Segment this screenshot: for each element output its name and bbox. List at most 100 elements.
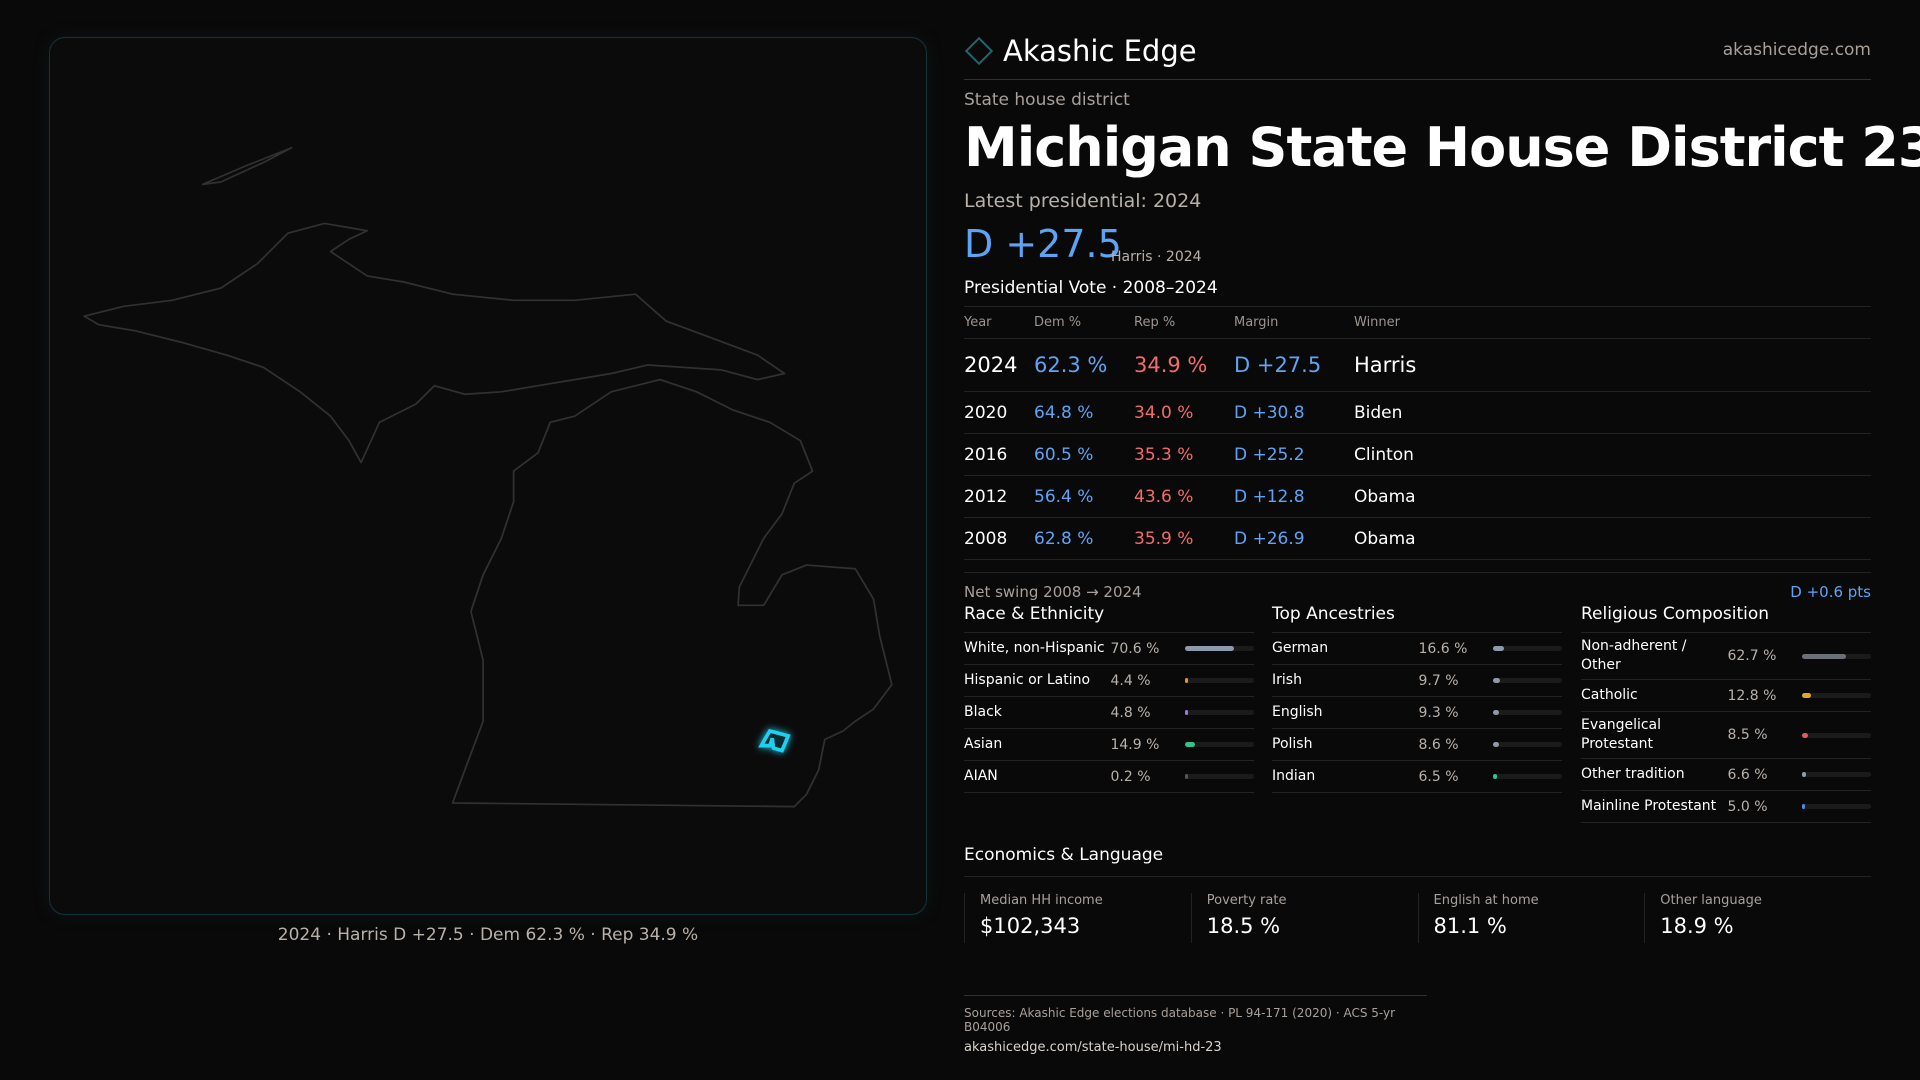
michigan-map[interactable] (50, 38, 926, 914)
economics-title: Economics & Language (964, 845, 1871, 877)
map-caption: 2024 · Harris D +27.5 · Dem 62.3 % · Rep… (277, 925, 699, 945)
item-pct: 9.3 % (1418, 704, 1459, 721)
item-pct: 16.6 % (1418, 640, 1468, 657)
map-panel[interactable] (49, 37, 927, 915)
share-bar-fill (1801, 804, 1806, 809)
share-bar (1492, 678, 1562, 683)
winner: Obama (1354, 486, 1416, 507)
list-item: Black 4.8 % (964, 697, 1254, 729)
year: 2020 (964, 402, 1008, 423)
share-bar (1492, 646, 1562, 651)
col-rep: Rep % (1134, 315, 1176, 330)
footer: Sources: Akashic Edge elections database… (964, 995, 1427, 1055)
section-title: Top Ancestries (1272, 600, 1562, 633)
item-label: White, non-Hispanic (964, 640, 1105, 656)
ancestries-section: Top Ancestries German 16.6 % Irish 9.7 % Engl… (1272, 600, 1562, 793)
item-label: Polish (1272, 736, 1313, 752)
rep-pct: 35.3 % (1134, 444, 1194, 465)
col-year: Year (964, 315, 992, 330)
item-label: Asian (964, 736, 1003, 752)
district-type: State house district (964, 90, 1130, 110)
winner: Biden (1354, 402, 1403, 423)
item-pct: 6.5 % (1418, 768, 1459, 785)
item-pct: 62.7 % (1727, 648, 1777, 664)
section-title: Religious Composition (1581, 600, 1871, 633)
list-item: White, non-Hispanic 70.6 % (964, 633, 1254, 665)
diamond-logo-icon (964, 36, 994, 66)
table-header: Year Dem % Rep % Margin Winner (964, 307, 1871, 339)
stat-card: Poverty rate 18.5 % (1190, 893, 1418, 943)
stat-label: English at home (1433, 893, 1539, 908)
item-pct: 8.6 % (1418, 736, 1459, 753)
col-margin: Margin (1234, 315, 1279, 330)
rep-pct: 43.6 % (1134, 486, 1194, 507)
item-pct: 4.4 % (1110, 672, 1151, 689)
list-item: Hispanic or Latino 4.4 % (964, 665, 1254, 697)
list-item: English 9.3 % (1272, 697, 1562, 729)
share-bar-fill (1184, 710, 1189, 715)
section-title: Race & Ethnicity (964, 600, 1254, 633)
item-label: Hispanic or Latino (964, 672, 1091, 688)
stat-card: Other language 18.9 % (1644, 893, 1871, 943)
item-pct: 12.8 % (1727, 687, 1777, 704)
share-bar (1801, 653, 1871, 659)
item-label: Non-adherent / Other (1581, 638, 1687, 673)
presidential-table: Year Dem % Rep % Margin Winner 2024 62.3… (964, 306, 1871, 560)
item-pct: 14.9 % (1110, 736, 1160, 753)
share-bar (1184, 742, 1254, 747)
share-bar-fill (1492, 646, 1505, 651)
sources: Sources: Akashic Edge elections database… (964, 1006, 1396, 1034)
share-bar-fill (1801, 693, 1811, 698)
item-label: Irish (1272, 672, 1302, 688)
share-bar (1801, 732, 1871, 738)
headline-margin: D +27.5 (964, 222, 1122, 266)
dem-pct: 60.5 % (1034, 444, 1094, 465)
logo[interactable]: Akashic Edge (964, 34, 1197, 68)
item-pct: 8.5 % (1727, 727, 1768, 743)
site-link[interactable]: akashicedge.com (1722, 40, 1871, 60)
district-highlight[interactable] (758, 728, 791, 753)
net-swing-value: D +0.6 pts (1790, 583, 1871, 601)
presidential-title: Presidential Vote · 2008–2024 (964, 278, 1218, 298)
share-bar (1801, 772, 1871, 777)
table-row: 2024 62.3 % 34.9 % D +27.5 Harris (964, 339, 1871, 392)
dem-pct: 62.3 % (1034, 353, 1108, 377)
share-bar-fill (1184, 678, 1188, 683)
winner: Harris (1354, 353, 1417, 377)
table-row: 2020 64.8 % 34.0 % D +30.8 Biden (964, 392, 1871, 434)
item-label: English (1272, 704, 1323, 720)
stat-label: Median HH income (980, 893, 1103, 908)
share-bar-fill (1492, 710, 1500, 715)
economics-cards: Median HH income $102,343 Poverty rate 18.… (964, 893, 1871, 943)
page-url[interactable]: akashicedge.com/state-house/mi-hd-23 (964, 1040, 1222, 1055)
headline-margin-sub: Harris · 2024 (1111, 249, 1202, 265)
stat-value: $102,343 (980, 914, 1081, 938)
list-item: Asian 14.9 % (964, 729, 1254, 761)
winner: Obama (1354, 528, 1416, 549)
net-swing: Net swing 2008 → 2024 D +0.6 pts (964, 572, 1871, 611)
share-bar (1492, 710, 1562, 715)
brand-name: Akashic Edge (1003, 34, 1197, 68)
margin: D +25.2 (1234, 444, 1305, 465)
header: Akashic Edge akashicedge.com (964, 28, 1871, 80)
item-label: Catholic (1581, 687, 1638, 703)
list-item: Catholic 12.8 % (1581, 680, 1871, 712)
share-bar (1492, 774, 1562, 779)
rep-pct: 34.9 % (1134, 353, 1208, 377)
page-title: Michigan State House District 23 (964, 116, 1920, 179)
item-label: Mainline Protestant (1581, 798, 1717, 814)
list-item: Indian 6.5 % (1272, 761, 1562, 793)
share-bar-fill (1184, 646, 1235, 651)
share-bar-fill (1492, 678, 1500, 683)
share-bar (1184, 710, 1254, 715)
dem-pct: 62.8 % (1034, 528, 1094, 549)
share-bar (1184, 678, 1254, 683)
item-label: AIAN (964, 768, 998, 784)
share-bar (1492, 742, 1562, 747)
dem-pct: 64.8 % (1034, 402, 1094, 423)
item-label: Other tradition (1581, 766, 1685, 782)
share-bar-fill (1184, 774, 1188, 779)
item-pct: 5.0 % (1727, 798, 1768, 815)
item-label: German (1272, 640, 1329, 656)
list-item: AIAN 0.2 % (964, 761, 1254, 793)
